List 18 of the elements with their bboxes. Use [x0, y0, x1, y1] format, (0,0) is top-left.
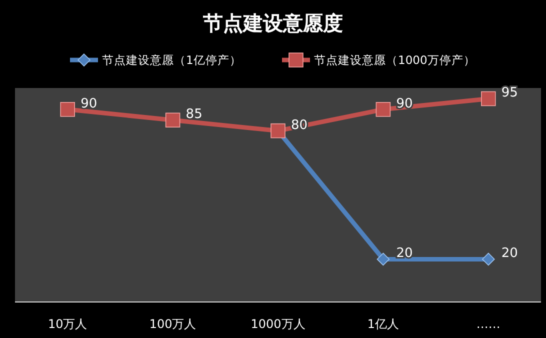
point: [376, 252, 390, 266]
x-tick-label: 10万人: [48, 317, 88, 331]
x-tick-label: 100万人: [149, 317, 196, 331]
chart-title: 节点建设意愿度: [202, 11, 343, 35]
point: [376, 102, 391, 117]
point: [60, 102, 75, 117]
legend-label: 节点建设意愿（1亿停产）: [102, 53, 242, 67]
legend-label: 节点建设意愿（1000万停产）: [314, 53, 476, 67]
point: [165, 112, 180, 128]
x-tick-label: ……: [476, 317, 500, 331]
point: [482, 252, 495, 266]
data-label: 20: [501, 246, 518, 262]
data-label: 85: [186, 107, 202, 122]
x-tick-label: 1000万人: [250, 317, 306, 331]
point: [481, 91, 496, 106]
data-label: 95: [501, 86, 518, 101]
x-tick-label: 1亿人: [367, 317, 400, 331]
data-label: 90: [80, 96, 98, 112]
